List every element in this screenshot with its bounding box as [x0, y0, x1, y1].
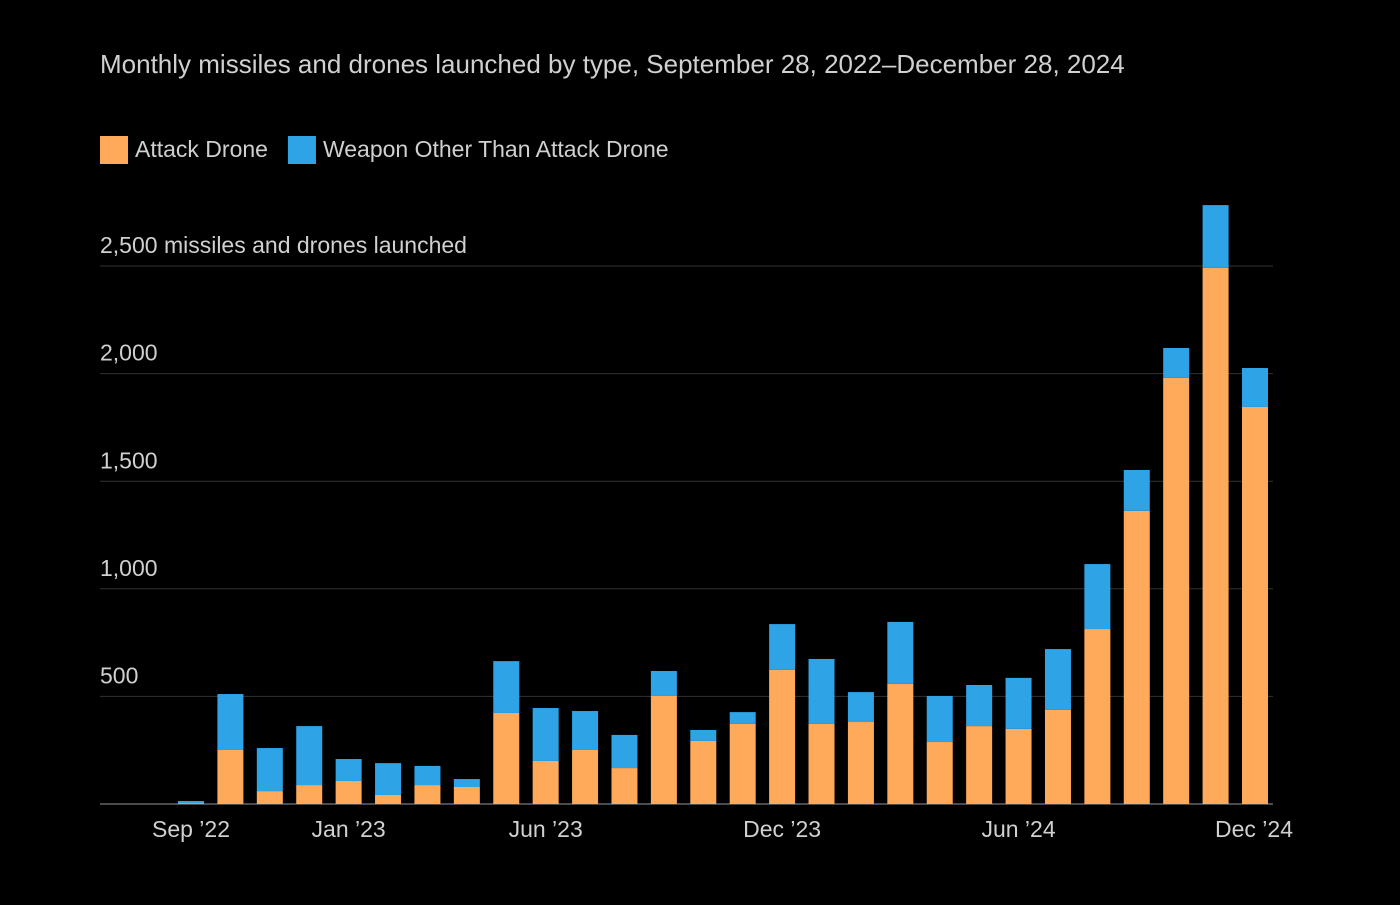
bar-segment — [493, 661, 520, 713]
bar-segment — [887, 683, 914, 804]
bar-segment — [690, 729, 717, 741]
bar-segment — [611, 734, 638, 769]
x-tick-label: Jun ’23 — [509, 816, 583, 842]
x-tick-label: Jun ’24 — [981, 816, 1055, 842]
bar-segment — [532, 760, 559, 804]
bar-segment — [296, 726, 323, 786]
bar-segment — [966, 726, 993, 804]
bar-segment — [572, 711, 599, 750]
bar-segment — [1044, 709, 1071, 804]
bar-segment — [650, 671, 677, 696]
y-tick-label: 1,500 — [100, 447, 158, 473]
bar-segment — [1163, 377, 1190, 804]
bar-segment — [926, 742, 953, 804]
bar-segment — [1044, 649, 1071, 710]
x-tick-label: Jan ’23 — [312, 816, 386, 842]
bar-segment — [847, 692, 874, 723]
bar-segment — [414, 785, 441, 804]
x-tick-label: Sep ’22 — [152, 816, 230, 842]
bar-segment — [1163, 347, 1190, 378]
bar-segment — [650, 695, 677, 804]
bar-segment — [532, 708, 559, 761]
bar-segment — [887, 621, 914, 684]
bar-segment — [296, 785, 323, 804]
x-tick-label: Dec ’24 — [1215, 816, 1293, 842]
bar-segment — [926, 695, 953, 743]
bar-segment — [847, 722, 874, 804]
bar-segment — [335, 759, 362, 781]
bar-segment — [572, 749, 599, 804]
bar-segment — [1241, 406, 1268, 804]
bar-segment — [178, 800, 205, 804]
bar-segment — [808, 658, 835, 724]
bar-segment — [375, 794, 402, 804]
bar-segment — [453, 779, 480, 787]
bar-segment — [335, 780, 362, 804]
legend-label: Attack Drone — [135, 136, 268, 162]
bar-segment — [769, 624, 796, 670]
bar-segment — [611, 768, 638, 804]
legend-label: Weapon Other Than Attack Drone — [323, 136, 669, 162]
bar-segment — [1123, 470, 1150, 511]
legend-swatch — [100, 136, 128, 164]
bar-segment — [1005, 728, 1032, 804]
y-tick-label: 2,000 — [100, 340, 158, 366]
bar-segment — [1005, 677, 1032, 729]
bar-segment — [729, 712, 756, 724]
bar-segment — [1084, 564, 1111, 630]
bar-segment — [1123, 510, 1150, 804]
bar-segment — [1241, 368, 1268, 407]
bar-segment — [729, 723, 756, 804]
y-tick-label: 500 — [100, 662, 138, 688]
bar-segment — [375, 763, 402, 795]
bar-segment — [178, 803, 205, 804]
legend-swatch — [287, 136, 316, 164]
bar-segment — [493, 712, 520, 804]
chart-title: Monthly missiles and drones launched by … — [100, 49, 1125, 79]
bar-segment — [256, 791, 283, 804]
y-tick-label: 1,000 — [100, 555, 158, 581]
bar-segment — [256, 748, 283, 792]
bar-segment — [808, 723, 835, 804]
bar-segment — [217, 749, 244, 804]
bar-segment — [414, 765, 441, 786]
bar-segment — [453, 786, 480, 804]
bar-segment — [966, 684, 993, 727]
x-tick-label: Dec ’23 — [743, 816, 821, 842]
bar-segment — [1202, 205, 1229, 268]
bar-segment — [1084, 629, 1111, 804]
bar-segment — [217, 694, 244, 750]
bar-segment — [1202, 267, 1229, 805]
bar-segment — [769, 669, 796, 804]
bar-segment — [690, 740, 717, 804]
y-tick-label: 2,500 missiles and drones launched — [100, 232, 467, 258]
